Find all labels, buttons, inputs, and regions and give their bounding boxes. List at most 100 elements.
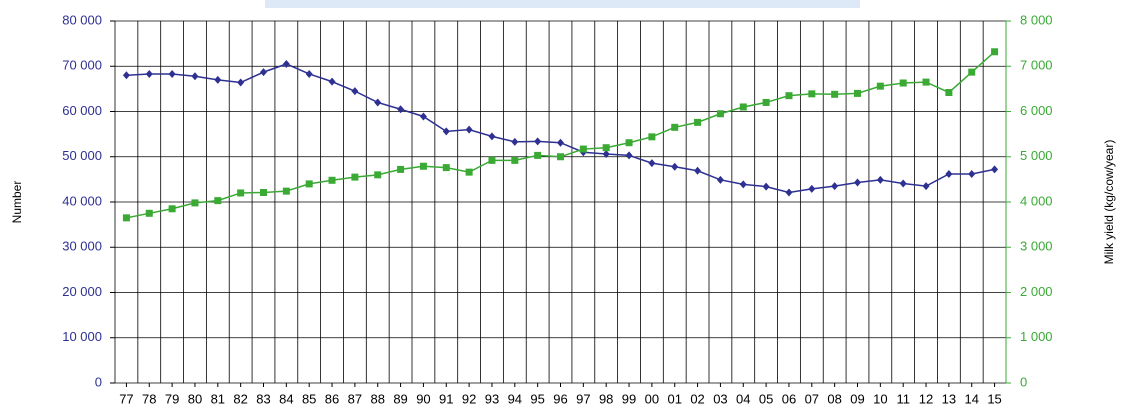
x-tick-label: 13 (942, 391, 956, 406)
y2-axis-label: Milk yield (kg/cow/year) (1102, 140, 1116, 265)
marker (945, 88, 953, 96)
y-tick-label: 50 000 (62, 148, 102, 163)
y-tick-label: 30 000 (62, 239, 102, 254)
x-tick-label: 80 (188, 391, 202, 406)
x-tick-label: 94 (508, 391, 522, 406)
series-line (126, 51, 996, 219)
x-tick-label: 01 (667, 391, 681, 406)
x-tick-label: 08 (827, 391, 841, 406)
marker (648, 159, 656, 168)
marker (762, 98, 770, 106)
marker (739, 180, 747, 189)
marker (716, 110, 724, 118)
title-box (265, 0, 860, 8)
x-tick-label: 82 (233, 391, 247, 406)
marker (168, 205, 176, 213)
marker (397, 165, 405, 173)
marker (579, 145, 587, 153)
x-tick-label: 95 (530, 391, 544, 406)
marker (237, 78, 245, 87)
marker (442, 127, 450, 136)
x-tick-label: 05 (759, 391, 773, 406)
y-tick-label: 10 000 (62, 329, 102, 344)
marker (260, 188, 267, 196)
x-tick-label: 87 (348, 391, 362, 406)
x-tick-label: 04 (736, 391, 750, 406)
x-tick-label: 02 (690, 391, 704, 406)
marker (305, 180, 313, 188)
x-tick-label: 92 (462, 391, 476, 406)
marker (831, 182, 839, 191)
marker (465, 125, 473, 134)
marker (808, 90, 816, 98)
marker (488, 132, 496, 141)
marker (671, 123, 679, 131)
marker (968, 68, 976, 76)
marker (602, 144, 610, 152)
marker (351, 173, 359, 181)
marker (625, 151, 633, 160)
marker (419, 162, 427, 170)
marker (854, 178, 861, 187)
marker (191, 199, 199, 207)
y-axis-label: Number (10, 181, 24, 224)
marker (854, 89, 861, 97)
marker (511, 156, 519, 164)
y2-tick-label: 4 000 (1020, 193, 1053, 208)
marker (374, 98, 382, 107)
marker (876, 175, 884, 184)
marker (534, 151, 542, 159)
marker (191, 72, 199, 81)
x-tick-label: 81 (211, 391, 225, 406)
y2-tick-label: 0 (1020, 374, 1027, 389)
marker (214, 75, 222, 84)
marker (557, 153, 564, 161)
y2-tick-label: 7 000 (1020, 58, 1053, 73)
x-tick-label: 98 (599, 391, 613, 406)
y2-tick-label: 3 000 (1020, 239, 1053, 254)
y-tick-label: 80 000 (62, 12, 102, 27)
marker (808, 184, 816, 193)
marker (785, 188, 793, 197)
marker (922, 182, 930, 191)
x-tick-label: 10 (873, 391, 887, 406)
y2-tick-label: 5 000 (1020, 148, 1053, 163)
marker (122, 214, 130, 222)
marker (739, 103, 747, 111)
y-tick-label: 60 000 (62, 103, 102, 118)
x-tick-label: 85 (302, 391, 316, 406)
marker (648, 133, 656, 141)
x-tick-label: 14 (964, 391, 978, 406)
marker (442, 164, 450, 172)
x-tick-label: 00 (645, 391, 659, 406)
marker (397, 105, 405, 114)
marker (122, 71, 130, 80)
x-tick-label: 83 (256, 391, 270, 406)
marker (488, 156, 496, 164)
x-tick-label: 97 (576, 391, 590, 406)
x-tick-label: 07 (805, 391, 819, 406)
marker (922, 78, 930, 86)
x-tick-label: 90 (416, 391, 430, 406)
y2-tick-label: 2 000 (1020, 284, 1053, 299)
marker (260, 68, 267, 77)
x-tick-label: 99 (622, 391, 636, 406)
x-tick-label: 91 (439, 391, 453, 406)
marker (945, 169, 953, 178)
marker (694, 166, 702, 175)
marker (716, 175, 724, 184)
x-tick-label: 79 (165, 391, 179, 406)
marker (419, 112, 427, 121)
x-tick-label: 88 (370, 391, 384, 406)
marker (282, 187, 290, 195)
marker (328, 77, 336, 86)
x-tick-label: 84 (279, 391, 293, 406)
marker (305, 69, 313, 78)
y2-tick-label: 6 000 (1020, 103, 1053, 118)
marker (968, 169, 976, 178)
marker (602, 150, 610, 159)
marker (351, 87, 359, 96)
x-tick-label: 78 (142, 391, 156, 406)
x-tick-label: 11 (896, 391, 910, 406)
